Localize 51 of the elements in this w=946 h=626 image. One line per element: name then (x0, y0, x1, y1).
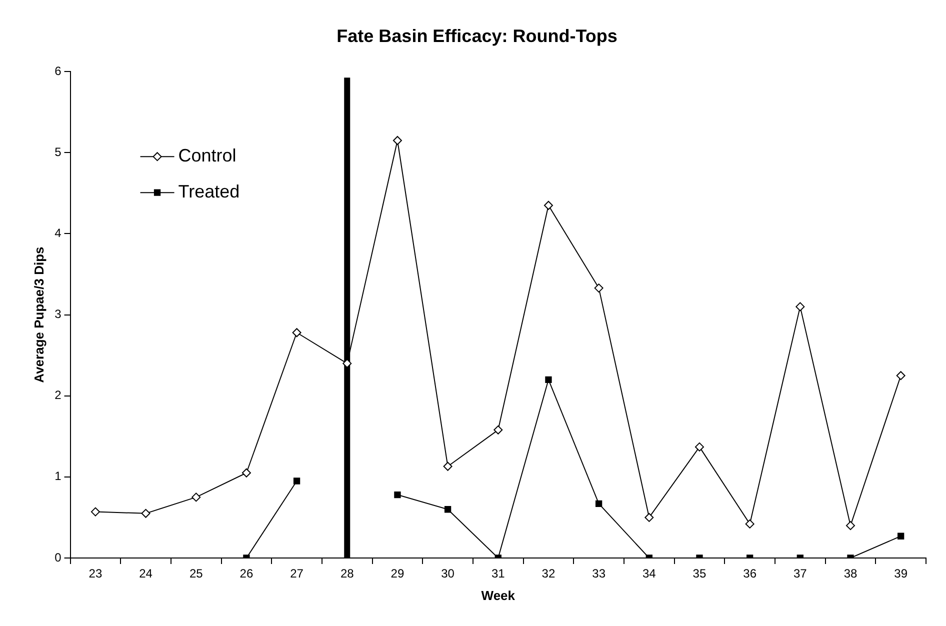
y-tick-label: 0 (54, 550, 62, 564)
x-tick-label: 35 (692, 566, 706, 581)
y-tick-label: 1 (54, 469, 62, 484)
x-tick-label: 33 (592, 566, 606, 581)
point (444, 506, 452, 513)
point (898, 532, 904, 540)
point (594, 284, 604, 293)
point (494, 425, 503, 434)
point (293, 478, 300, 484)
point (141, 508, 150, 518)
x-tick-label: 25 (189, 566, 204, 581)
x-tick-label: 27 (290, 566, 304, 581)
point (694, 442, 704, 452)
x-tick-label: 24 (139, 566, 153, 581)
x-tick-label: 39 (894, 566, 908, 581)
point (443, 462, 452, 471)
point (796, 302, 805, 312)
point (392, 136, 402, 146)
point (595, 500, 602, 508)
point (242, 468, 251, 478)
chart-title: Fate Basin Efficacy: Round-Tops (336, 26, 618, 46)
y-tick-label: 2 (54, 388, 62, 402)
x-axis-title: Week (481, 588, 516, 603)
y-axis-title: Average Pupae/3 Dips (31, 246, 46, 383)
x-tick-label: 29 (390, 566, 404, 581)
x-tick-label: 36 (743, 566, 757, 581)
legend-label: Control (178, 146, 236, 166)
x-tick-label: 32 (542, 566, 556, 581)
y-tick-label: 6 (54, 64, 62, 78)
point (544, 200, 553, 210)
point (192, 492, 201, 502)
y-tick-label: 3 (54, 307, 62, 322)
legend-label: Treated (178, 182, 240, 202)
x-tick-label: 26 (240, 566, 254, 581)
x-tick-label: 38 (844, 566, 858, 581)
x-tick-label: 30 (441, 566, 455, 581)
x-tick-label: 34 (642, 566, 656, 581)
point (90, 507, 100, 516)
x-tick-label: 23 (88, 566, 102, 581)
point (394, 491, 401, 498)
point (745, 519, 754, 528)
point (545, 376, 552, 383)
y-tick-label: 5 (54, 144, 62, 159)
point (896, 371, 906, 380)
x-tick-label: 37 (793, 566, 808, 581)
point (644, 512, 654, 522)
point (292, 328, 302, 338)
x-tick-label: 28 (340, 566, 354, 581)
point (846, 521, 855, 530)
x-tick-label: 31 (491, 566, 506, 581)
y-tick-label: 4 (54, 226, 62, 240)
